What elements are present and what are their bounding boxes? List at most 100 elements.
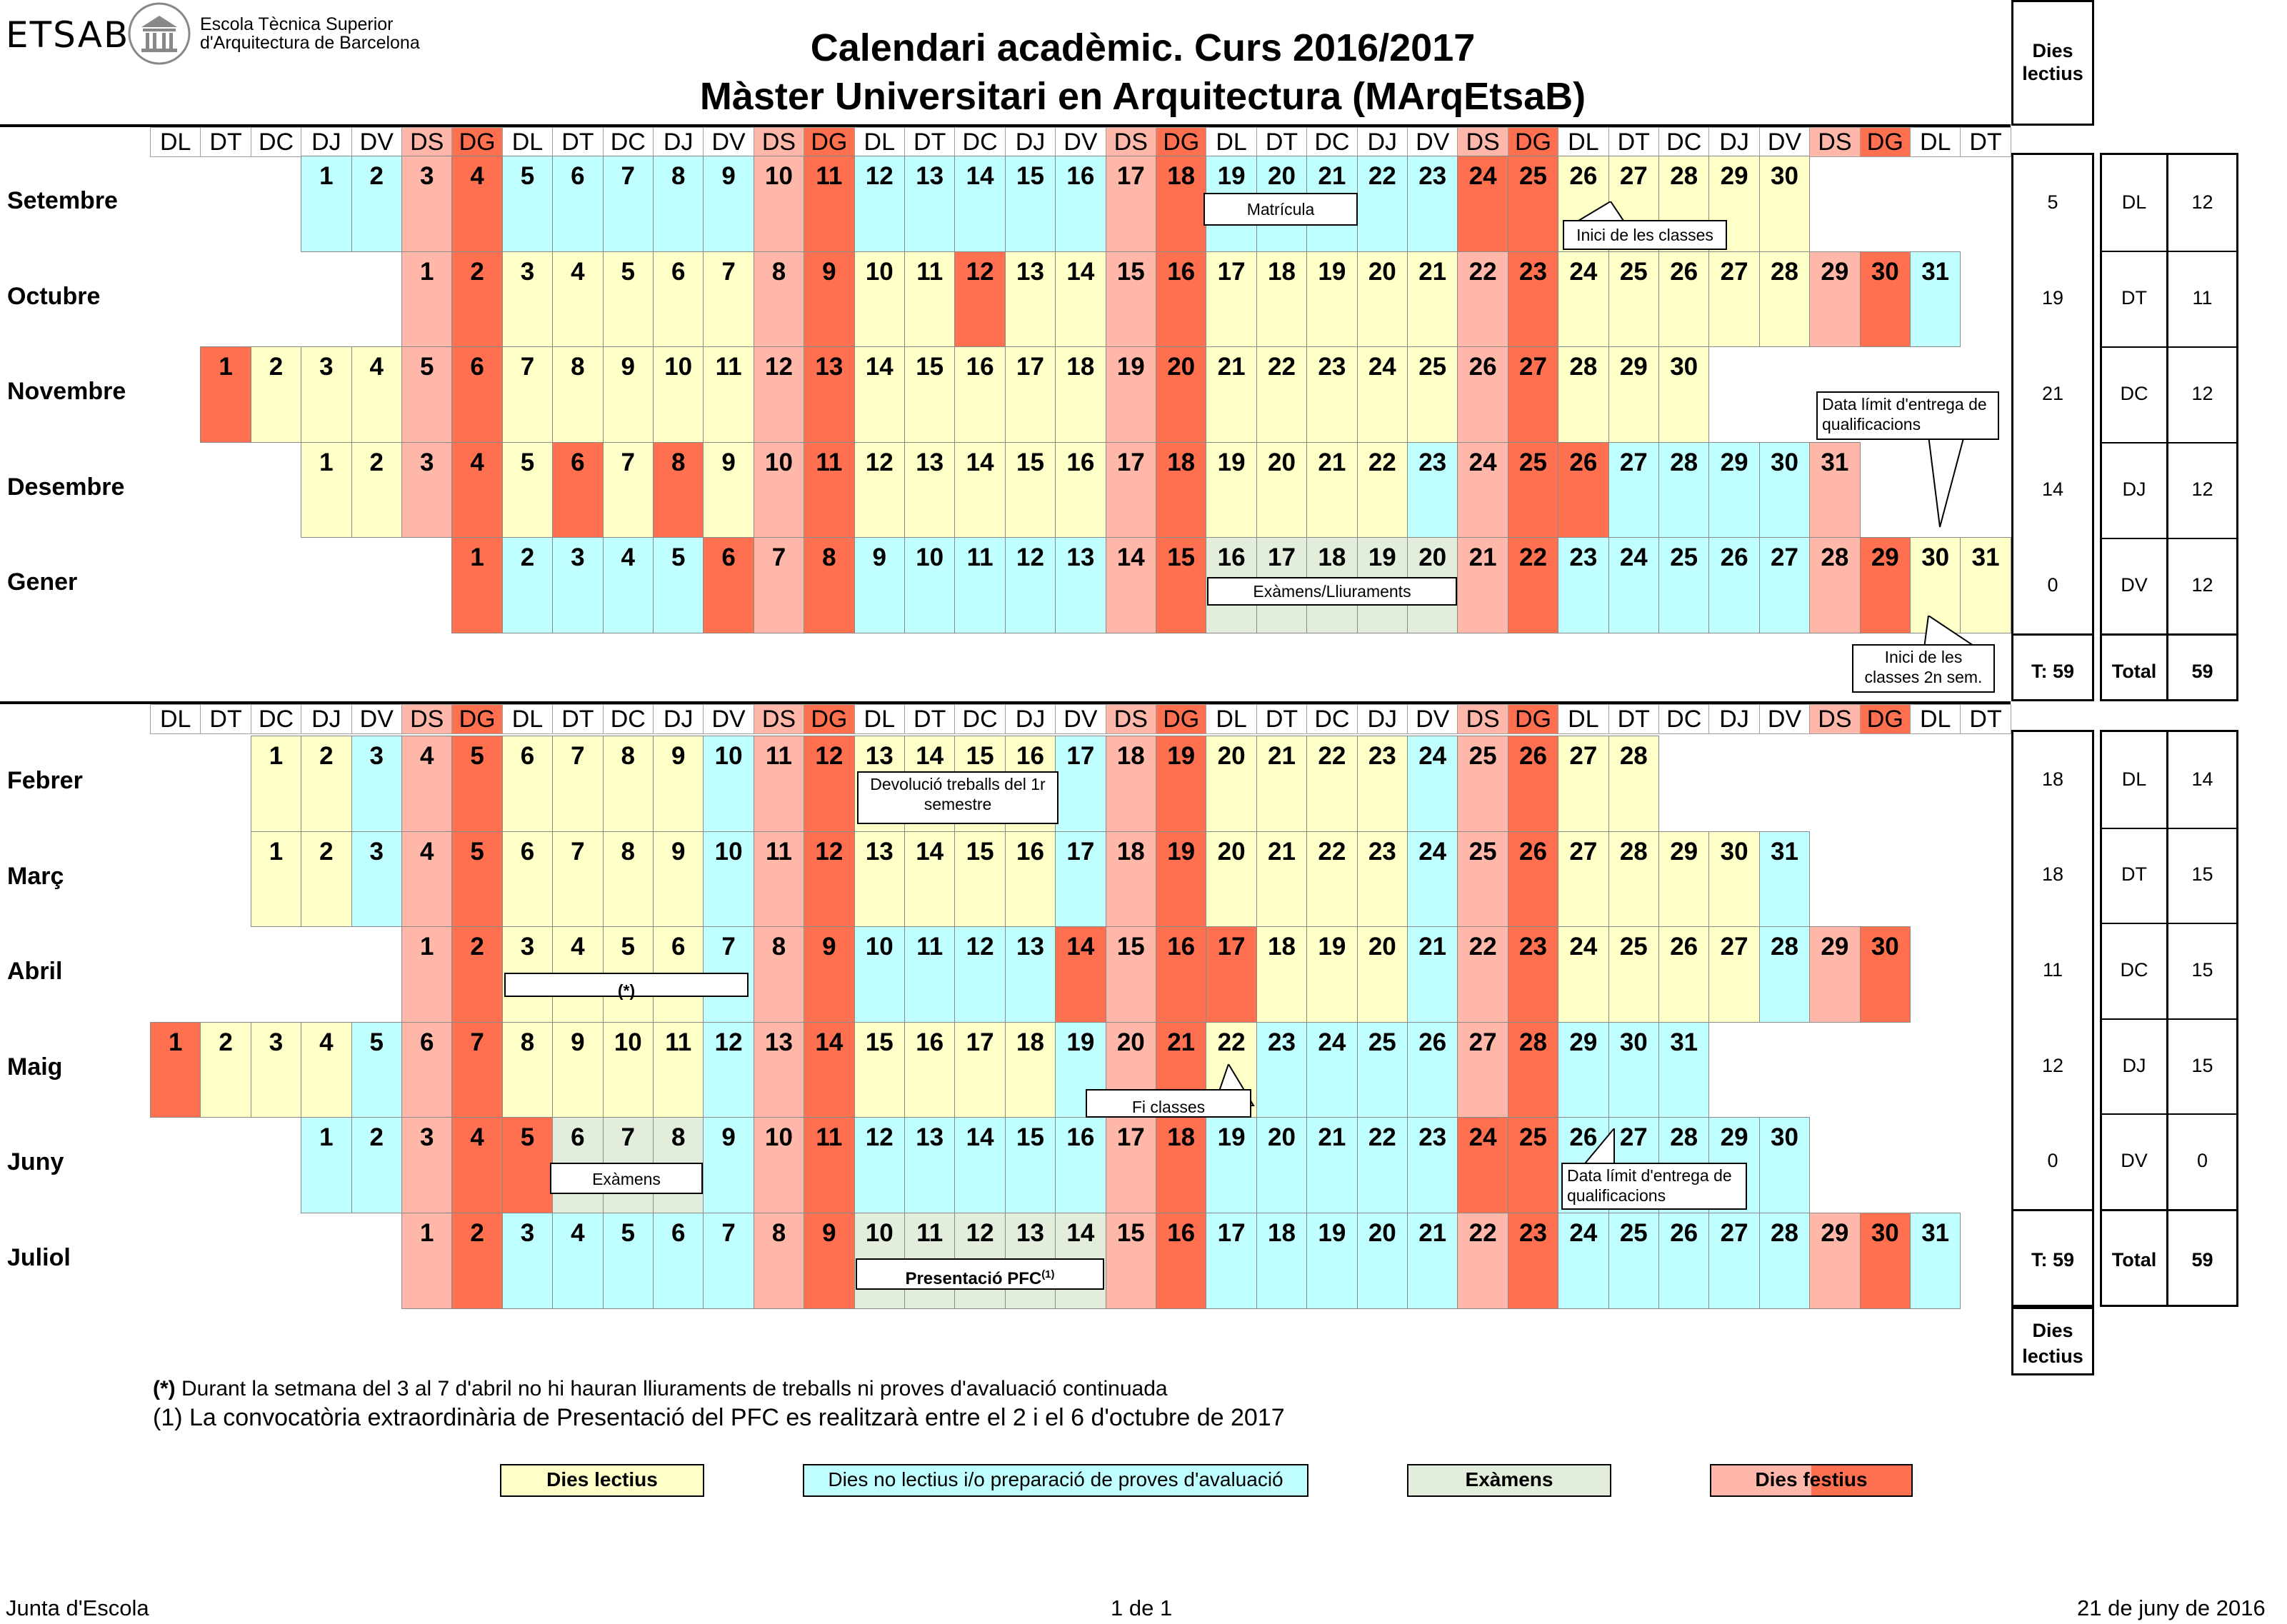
callout-pointer	[1573, 201, 1626, 223]
day-cell: 3	[401, 1117, 453, 1213]
dies-lectius-total: T: 59	[2031, 1249, 2075, 1270]
day-cell: 15	[1105, 926, 1156, 1023]
total-divider	[2102, 633, 2236, 636]
day-cell: 20	[1356, 1213, 1408, 1309]
day-cell: 21	[1457, 537, 1508, 633]
dies-lectius-header: Dies lectius	[2022, 40, 2083, 84]
dies-lectius-count: 0	[2047, 574, 2058, 596]
day-cell: 21	[1306, 441, 1358, 538]
weekday-total: 11	[2192, 287, 2213, 309]
day-cell: 16	[1156, 1213, 1207, 1309]
day-cell: 15	[1105, 1213, 1156, 1309]
day-cell: 8	[653, 441, 704, 538]
day-cell: 24	[1306, 1021, 1358, 1118]
day-header: DG	[1156, 127, 1207, 157]
day-cell: 14	[1055, 926, 1106, 1023]
day-cell: 7	[552, 736, 604, 832]
day-cell: 9	[703, 1117, 754, 1213]
callout-fi-classes: Fi classes	[1086, 1089, 1251, 1118]
note-pfc: (1) La convocatòria extraordinària de Pr…	[153, 1404, 1285, 1431]
day-header: DL	[501, 127, 554, 157]
day-cell: 30	[1758, 1117, 1811, 1213]
day-cell: 7	[703, 251, 754, 348]
legend-festius-a: Dies	[1755, 1468, 1803, 1490]
day-cell: 23	[1507, 1213, 1559, 1309]
weekday-total: 12	[2191, 478, 2213, 500]
day-header: DL	[501, 704, 554, 734]
weekday-total: 12	[2191, 191, 2213, 213]
day-cell: 23	[1558, 537, 1609, 633]
day-cell: 31	[1758, 831, 1811, 928]
dies-lectius-count: 11	[2042, 959, 2063, 981]
day-cell: 22	[1356, 1117, 1408, 1213]
day-cell: 7	[501, 346, 554, 443]
day-cell: 23	[1356, 831, 1408, 928]
month-label: Juliol	[7, 1244, 71, 1271]
day-header: DS	[1457, 127, 1508, 157]
day-cell: 10	[854, 251, 905, 348]
day-cell: 12	[954, 251, 1006, 348]
day-cell: 1	[301, 1117, 352, 1213]
day-cell: 1	[250, 831, 302, 928]
day-cell: 11	[954, 537, 1006, 633]
day-cell: 27	[1708, 251, 1760, 348]
day-cell: 26	[1658, 1213, 1710, 1309]
day-cell: 27	[1708, 1213, 1760, 1309]
day-cell: 22	[1356, 441, 1408, 538]
day-cell: 3	[501, 1213, 554, 1309]
weekday-total: 15	[2191, 863, 2213, 886]
day-header: DT	[1256, 704, 1308, 734]
day-cell: 8	[753, 251, 805, 348]
day-cell: 11	[804, 1117, 855, 1213]
day-cell: 13	[753, 1021, 805, 1118]
day-header: DJ	[1356, 127, 1408, 157]
day-header: DG	[1859, 127, 1911, 157]
day-cell: 4	[451, 156, 503, 252]
day-cell: 29	[1608, 346, 1659, 443]
day-cell: 16	[954, 346, 1006, 443]
day-header: DG	[1507, 127, 1559, 157]
dies-lectius-count: 19	[2041, 287, 2064, 309]
callout-inici-classes: Inici de les classes	[1563, 220, 1727, 250]
note-asterisk: (*) Durant la setmana del 3 al 7 d'abril…	[153, 1377, 1168, 1401]
day-cell: 4	[451, 1117, 503, 1213]
day-cell: 14	[954, 441, 1006, 538]
weekday-total: 15	[2191, 1054, 2213, 1076]
day-cell: 21	[1206, 346, 1257, 443]
day-cell: 20	[1156, 346, 1207, 443]
day-cell: 11	[904, 251, 956, 348]
day-cell: 26	[1558, 441, 1609, 538]
day-cell: 31	[1658, 1021, 1710, 1118]
month-label: Gener	[7, 568, 78, 596]
weekday-total: 12	[2191, 574, 2213, 596]
day-cell: 14	[804, 1021, 855, 1118]
month-label: Abril	[7, 958, 63, 986]
day-cell: 5	[602, 251, 654, 348]
day-cell: 3	[401, 441, 453, 538]
day-cell: 28	[1608, 831, 1659, 928]
day-header: DT	[1608, 704, 1659, 734]
day-cell: 24	[1457, 156, 1508, 252]
day-cell: 1	[301, 441, 352, 538]
day-cell: 22	[1256, 346, 1308, 443]
day-header: DS	[1457, 704, 1508, 734]
day-cell: 23	[1407, 156, 1458, 252]
day-cell: 1	[200, 346, 251, 443]
day-cell: 27	[1758, 537, 1811, 633]
day-cell: 18	[1055, 346, 1106, 443]
day-cell: 30	[1708, 831, 1760, 928]
day-cell: 5	[351, 1021, 402, 1118]
day-cell: 9	[804, 251, 855, 348]
day-cell: 6	[703, 537, 754, 633]
divider-top	[0, 124, 2011, 127]
day-cell: 7	[602, 156, 654, 252]
day-cell: 10	[854, 926, 905, 1023]
day-cell: 25	[1507, 441, 1559, 538]
page-subtitle: Màster Universitari en Arquitectura (MAr…	[699, 75, 1586, 118]
logo-line1: Escola Tècnica Superior	[200, 14, 394, 34]
day-cell: 9	[804, 1213, 855, 1309]
day-header: DG	[451, 127, 503, 157]
day-header: DC	[954, 704, 1006, 734]
day-cell: 4	[552, 1213, 604, 1309]
day-header: DC	[602, 127, 654, 157]
